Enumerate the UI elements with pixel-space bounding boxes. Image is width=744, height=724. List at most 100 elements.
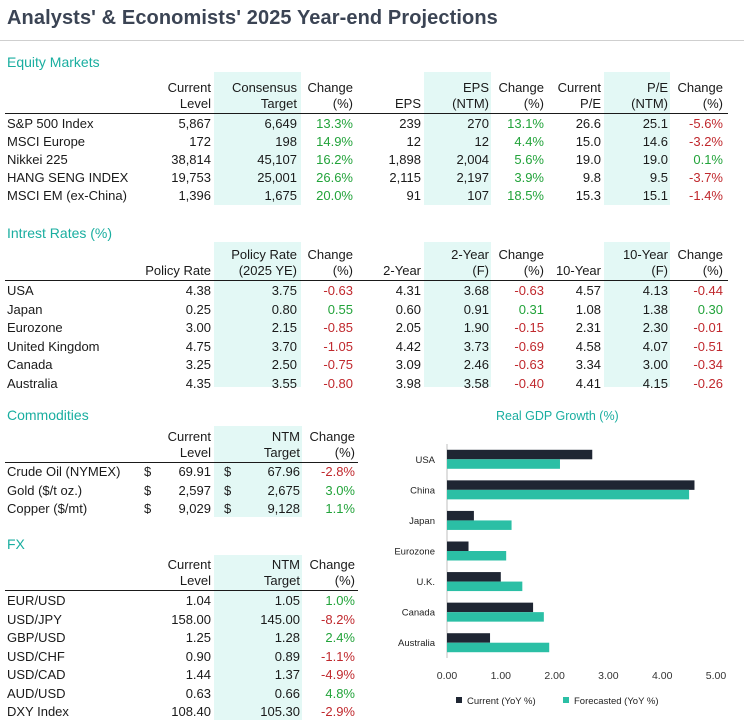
rates-cell: -0.85 — [323, 320, 353, 335]
equity-cell: -3.7% — [689, 170, 723, 185]
equity-header-6: Current — [557, 80, 601, 95]
rates-cell: -0.51 — [693, 338, 723, 354]
equity-cell: 5,867 — [178, 116, 211, 131]
equity-header-5: Change — [498, 80, 544, 95]
equity-cell: -3.2% — [689, 134, 723, 149]
rates-cell: 3.09 — [395, 357, 421, 372]
commodities-currency-symbol: $ — [224, 482, 232, 498]
rates-cell: -0.75 — [323, 357, 353, 372]
fx-cell: 145.00 — [260, 611, 300, 627]
equity-cell: 12 — [406, 134, 421, 149]
rates-cell: 0.25 — [185, 301, 211, 317]
rates-header-3: 2-Year — [383, 263, 421, 278]
bar-current — [447, 510, 474, 521]
equity-cell: 1,675 — [264, 188, 297, 203]
x-tick-label: 4.00 — [652, 670, 673, 682]
equity-header-5: (%) — [523, 96, 544, 111]
rates-cell: -0.40 — [514, 375, 544, 391]
rates-cell: 4.58 — [575, 338, 601, 354]
fx-cell: 2.4% — [325, 630, 355, 645]
bar-current — [447, 480, 695, 490]
legend-label-forecasted: Forecasted (YoY %) — [574, 696, 659, 707]
rates-cell: 2.46 — [463, 357, 489, 372]
equity-cell: 15.1 — [642, 188, 668, 203]
title-divider — [0, 40, 744, 41]
equity-cell: 239 — [399, 116, 421, 131]
rates-row-name: USA — [7, 283, 34, 298]
equity-row-name: S&P 500 Index — [7, 116, 94, 131]
equity-cell: 25.1 — [642, 116, 668, 131]
rates-cell: 2.30 — [642, 320, 668, 335]
equity-cell: 26.6 — [575, 116, 601, 131]
x-tick-label: 0.00 — [437, 670, 458, 682]
equity-cell: 38,814 — [171, 152, 211, 167]
equity-cell: 15.3 — [575, 188, 601, 203]
commodities-currency-symbol: $ — [144, 464, 152, 479]
rates-cell: 4.31 — [395, 283, 421, 298]
equity-cell: 3.9% — [514, 170, 544, 185]
rates-cell: 0.80 — [271, 301, 297, 317]
rates-header-5: (%) — [523, 263, 544, 278]
equity-cell: 19.0 — [642, 152, 668, 167]
commodities-row-name: Copper ($/mt) — [7, 501, 88, 516]
rates-cell: -0.69 — [514, 338, 544, 354]
equity-cell: 91 — [406, 188, 421, 203]
rates-cell: 2.05 — [395, 320, 421, 335]
equity-cell: 13.1% — [507, 116, 544, 131]
fx-cell: 0.89 — [274, 648, 300, 664]
rates-row-name: Canada — [7, 357, 53, 372]
commodities-cell: 9,128 — [267, 501, 300, 516]
rates-header-7: (F) — [651, 263, 668, 278]
rates-cell: 4.15 — [642, 375, 668, 391]
equity-cell: 2,115 — [389, 170, 421, 185]
bar-current — [447, 633, 491, 643]
fx-row-name: USD/JPY — [7, 611, 62, 627]
equity-section-title: Equity Markets — [7, 54, 100, 70]
rates-row-name: Australia — [7, 375, 58, 391]
equity-cell: 2,004 — [456, 152, 489, 167]
commodities-header-0: Current — [167, 429, 211, 444]
rates-cell: 3.34 — [575, 357, 601, 372]
equity-header-4: EPS — [462, 80, 489, 95]
equity-cell: 9.8 — [582, 170, 601, 185]
commodities-currency-symbol: $ — [144, 501, 152, 516]
rates-cell: 3.00 — [642, 357, 668, 372]
legend-swatch-forecasted — [563, 697, 569, 703]
equity-cell: 13.3% — [316, 116, 353, 131]
equity-cell: 15.0 — [575, 134, 601, 149]
rates-cell: -0.63 — [514, 357, 544, 372]
equity-highlight-band — [424, 72, 491, 205]
fx-cell: 108.40 — [171, 704, 211, 719]
commodities-currency-symbol: $ — [224, 464, 232, 479]
equity-header-8: (%) — [702, 96, 723, 111]
equity-header-3: EPS — [394, 96, 421, 111]
bar-forecasted — [447, 459, 560, 469]
bar-forecasted — [447, 612, 544, 622]
equity-header-8: Change — [677, 80, 723, 95]
rates-highlight-band — [604, 242, 670, 387]
commodities-header-1: Target — [263, 445, 300, 460]
rates-cell: 4.42 — [395, 338, 421, 354]
rates-cell: 3.68 — [463, 283, 489, 298]
commodities-header-0: Level — [179, 445, 211, 460]
equity-cell: 198 — [275, 134, 297, 149]
rates-cell: -0.15 — [514, 320, 544, 335]
fx-cell: 105.30 — [260, 704, 300, 719]
rates-cell: 3.58 — [463, 375, 489, 391]
equity-cell: 107 — [467, 188, 489, 203]
y-tick-label: Japan — [409, 516, 435, 527]
fx-cell: 1.04 — [185, 593, 211, 608]
rates-cell: 1.38 — [642, 301, 668, 317]
rates-row-name: Eurozone — [7, 320, 63, 335]
fx-cell: 1.28 — [274, 630, 300, 645]
equity-header-7: P/E — [647, 80, 668, 95]
equity-cell: 1,898 — [388, 152, 421, 167]
rates-cell: -1.05 — [323, 338, 353, 354]
commodities-header-2: Change — [309, 429, 355, 444]
equity-cell: -1.4% — [689, 188, 723, 203]
rates-cell: -0.63 — [323, 283, 353, 298]
rates-cell: 3.25 — [185, 357, 211, 372]
fx-row-name: EUR/USD — [7, 593, 66, 608]
legend-swatch-current — [456, 697, 462, 703]
equity-header-0: Current — [167, 80, 211, 95]
